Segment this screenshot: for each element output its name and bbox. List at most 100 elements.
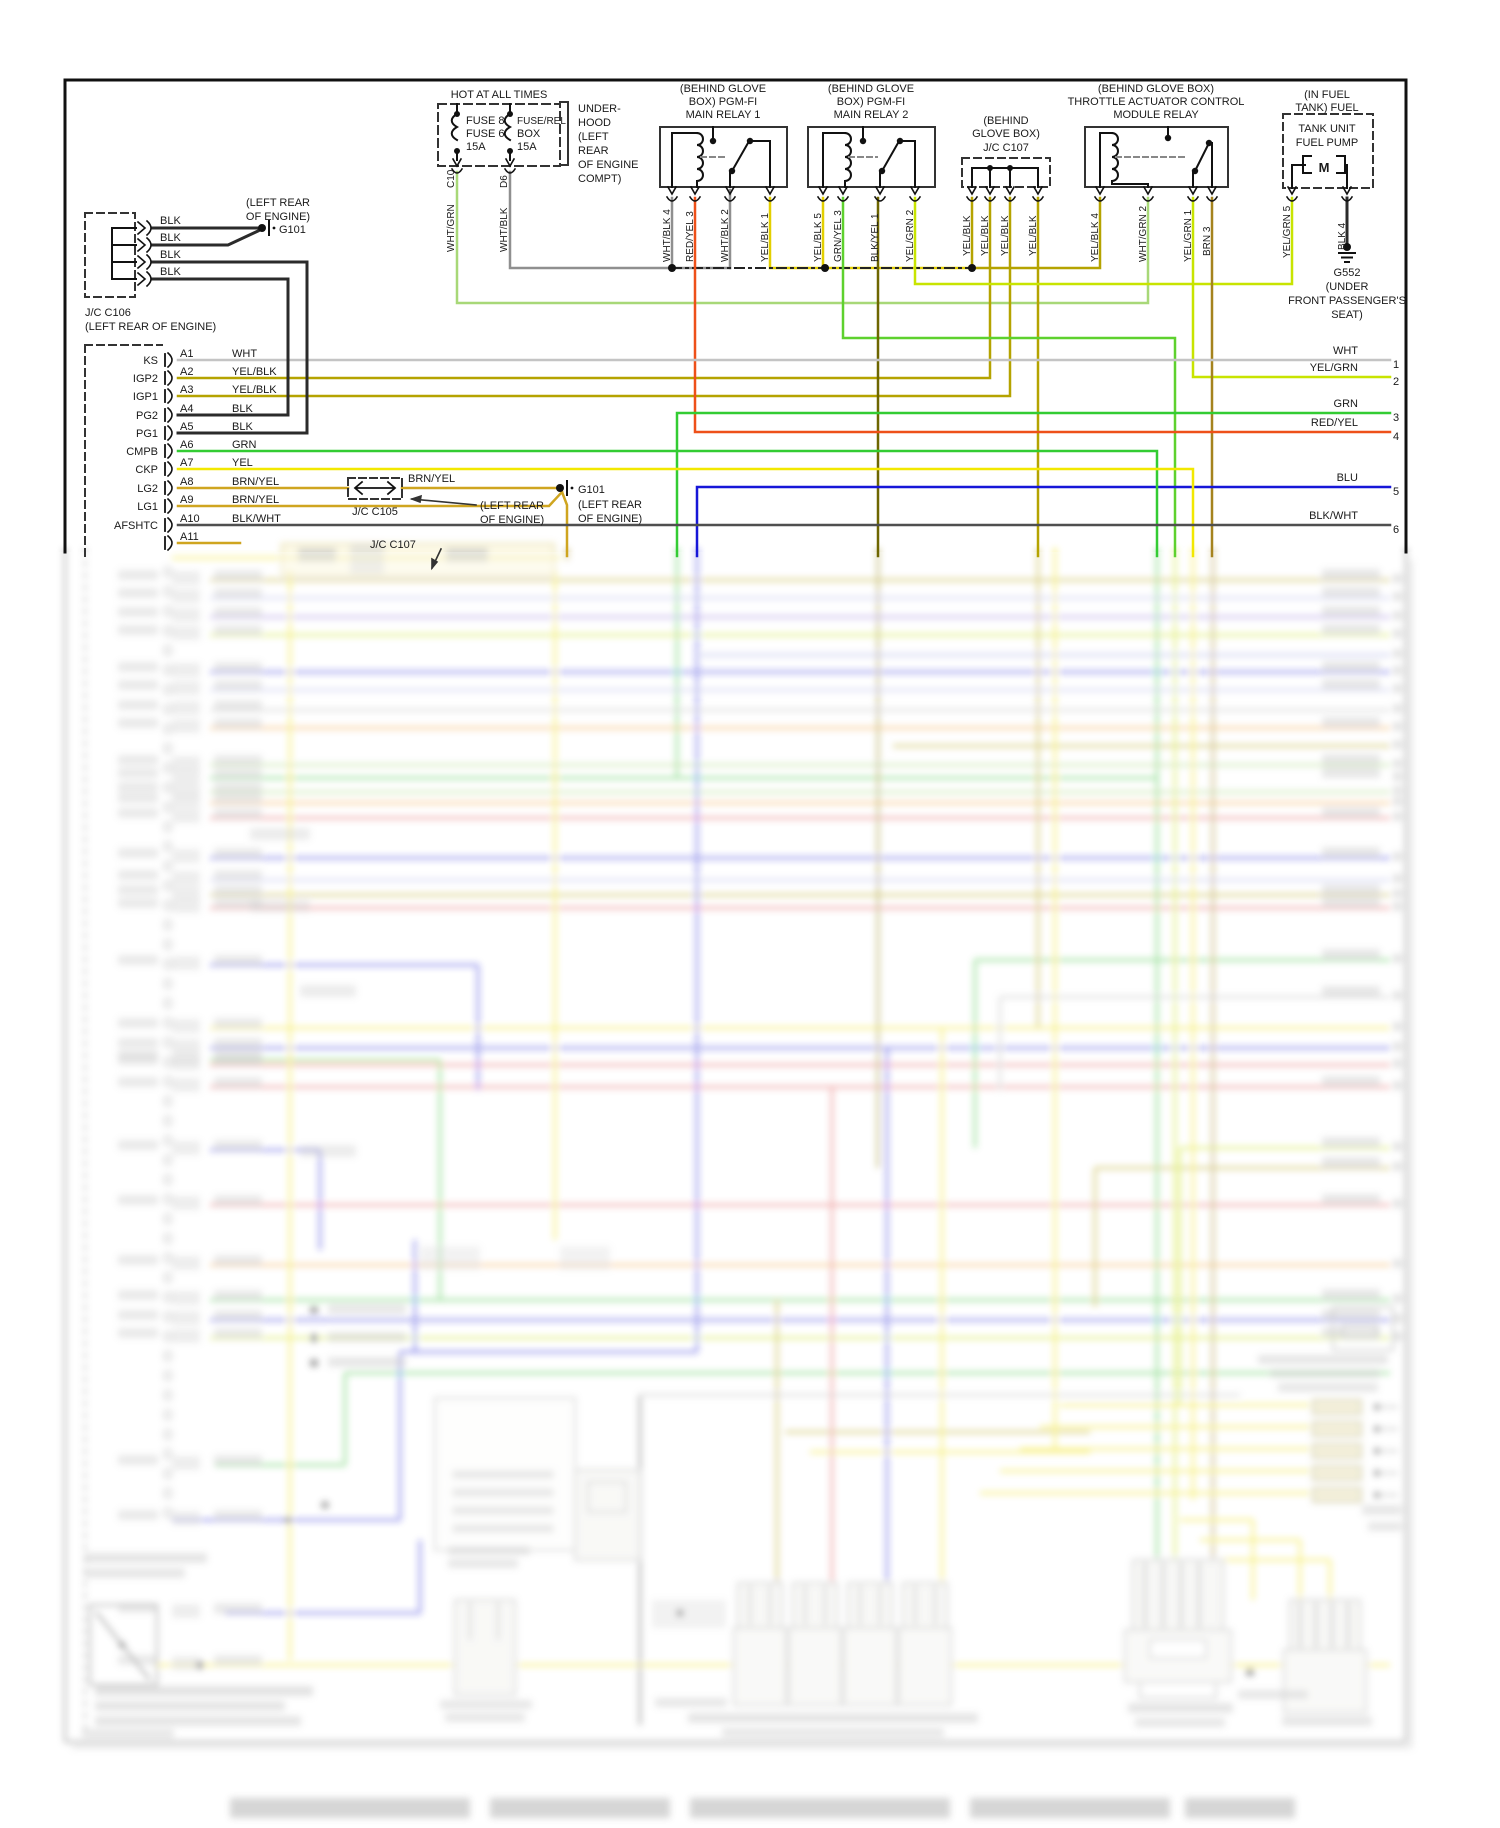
pin-cup-icon — [503, 167, 517, 174]
blur-text-blob — [172, 663, 200, 677]
blur-text-blob — [1322, 1289, 1380, 1300]
blur-text-blob — [1393, 889, 1402, 898]
blur-text-blob — [172, 1078, 200, 1092]
pin-cup-icon — [908, 195, 922, 202]
blur-text-blob — [214, 808, 262, 819]
tac-t2: THROTTLE ACTUATOR CONTROL — [1068, 96, 1245, 108]
blur-text-blob — [118, 1510, 158, 1520]
exit-number: 1 — [1393, 359, 1399, 371]
pin-cup-icon — [688, 195, 702, 202]
blur-text-blob — [172, 1656, 200, 1670]
blur-text-blob — [1393, 1294, 1402, 1303]
blur-text-blob — [1362, 1505, 1402, 1515]
blur-text-blob — [172, 1456, 200, 1470]
blk-label: BLK — [160, 249, 181, 261]
blur-text-blob — [214, 588, 262, 599]
blur-pin — [167, 781, 173, 795]
blur-text-blob — [214, 793, 262, 804]
blur-text-blob — [85, 1553, 207, 1563]
ecm-pin-name: IGP2 — [133, 373, 158, 385]
blur-bullet — [309, 1333, 319, 1343]
blur-text-blob — [118, 1655, 158, 1665]
relay2-t1: (BEHIND GLOVE — [828, 83, 914, 95]
blur-text-blob — [118, 718, 158, 728]
blur-text-blob — [172, 809, 200, 823]
blur-text-blob — [82, 1729, 174, 1738]
blur-text-blob — [250, 900, 310, 912]
ecm-pin-number: A7 — [180, 457, 193, 469]
blur-text-blob — [1393, 704, 1402, 713]
blur-text-blob — [118, 1038, 158, 1048]
blur-text-blob — [118, 1310, 158, 1320]
ecm-pin-number: A8 — [180, 476, 193, 488]
blur-text-blob — [300, 985, 356, 997]
blur-text-blob — [1393, 1332, 1402, 1341]
blur-text-blob — [118, 588, 158, 598]
blur-pin — [167, 643, 173, 657]
blur-text-blob — [118, 1140, 158, 1150]
ecm-pin-icon — [166, 479, 173, 497]
g552-loc2: FRONT PASSENGER'S — [1288, 295, 1406, 307]
blur-text-blob — [214, 870, 262, 881]
blur-text-blob — [172, 1256, 200, 1270]
blur-text-blob — [1393, 666, 1402, 675]
ecm-pin-icon — [166, 442, 173, 460]
blur-box — [1132, 1559, 1224, 1631]
ecm-connector-group — [84, 344, 163, 557]
blur-dot — [284, 1516, 292, 1524]
pin-arrow-icon — [451, 157, 463, 168]
wire-color-label: YEL/BLK 1 — [760, 213, 771, 262]
blur-pin — [167, 1271, 173, 1285]
diagram-border — [63, 78, 1408, 554]
ecm-pin-color: WHT — [232, 348, 257, 360]
fuel-tank-box — [1282, 113, 1374, 189]
blur-box — [898, 1627, 952, 1706]
blur-text-blob — [214, 700, 262, 711]
blur-text-blob — [1322, 717, 1380, 728]
pin-cup-icon — [1141, 195, 1155, 202]
blur-pin — [167, 702, 173, 716]
blur-box — [587, 1481, 627, 1513]
g101-mid-label: G101 — [578, 484, 605, 496]
pin-cup-icon — [1093, 195, 1107, 202]
blur-text-blob — [172, 626, 200, 640]
blur-pin — [167, 937, 173, 951]
blur-pin — [167, 663, 173, 677]
jc106-loc: (LEFT REAR OF ENGINE) — [85, 321, 216, 333]
relay2-t2: BOX) PGM-FI — [837, 96, 905, 108]
underhood-bracket — [559, 101, 569, 166]
blur-text-blob — [172, 1291, 200, 1305]
ecm-pin-icon — [166, 497, 173, 515]
blur-text-blob — [1393, 1314, 1402, 1323]
blur-text-blob — [118, 870, 158, 880]
blur-text-blob — [118, 793, 158, 803]
ecm-pin-icon — [166, 369, 173, 387]
ecm-pin-name: LG1 — [137, 501, 158, 513]
blur-pin — [167, 1114, 173, 1128]
wire-color-label: D6 — [499, 175, 510, 188]
tac-t1: (BEHIND GLOVE BOX) — [1098, 83, 1214, 95]
blur-text-blob — [118, 768, 158, 778]
jc107-t1: (BEHIND — [983, 115, 1028, 127]
exit-label: GRN — [1334, 398, 1359, 410]
blur-text-blob — [172, 1196, 200, 1210]
blur-pin — [167, 1173, 173, 1187]
blur-box — [89, 1604, 158, 1686]
ecm-pin-number: A3 — [180, 384, 193, 396]
blur-pin — [167, 879, 173, 893]
g552-loc3: SEAT) — [1331, 309, 1363, 321]
relay2-t3: MAIN RELAY 2 — [834, 109, 909, 121]
annotation-arrows — [409, 494, 477, 571]
g101-top-loc1: (LEFT REAR — [246, 197, 310, 209]
underhood-l5: OF ENGINE — [578, 159, 639, 171]
blur-box — [1139, 1681, 1217, 1699]
blur-box — [1283, 1649, 1367, 1713]
relay1-t3: MAIN RELAY 1 — [686, 109, 761, 121]
ecm-pin-name: AFSHTC — [114, 520, 158, 532]
blur-text-blob — [1393, 1259, 1402, 1268]
tac-t3: MODULE RELAY — [1113, 109, 1199, 121]
blur-text-blob — [1322, 587, 1380, 598]
wire-a9-down — [560, 490, 569, 558]
blur-box — [1149, 1639, 1207, 1659]
blur-text-blob — [214, 782, 262, 793]
